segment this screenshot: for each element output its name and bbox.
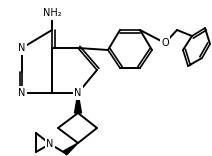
Polygon shape xyxy=(74,93,81,113)
Text: NH₂: NH₂ xyxy=(43,8,61,18)
Text: N: N xyxy=(18,88,26,98)
Polygon shape xyxy=(63,143,78,155)
Text: N: N xyxy=(18,43,26,53)
Text: N: N xyxy=(46,139,54,149)
Text: O: O xyxy=(161,38,169,48)
Text: N: N xyxy=(74,88,82,98)
